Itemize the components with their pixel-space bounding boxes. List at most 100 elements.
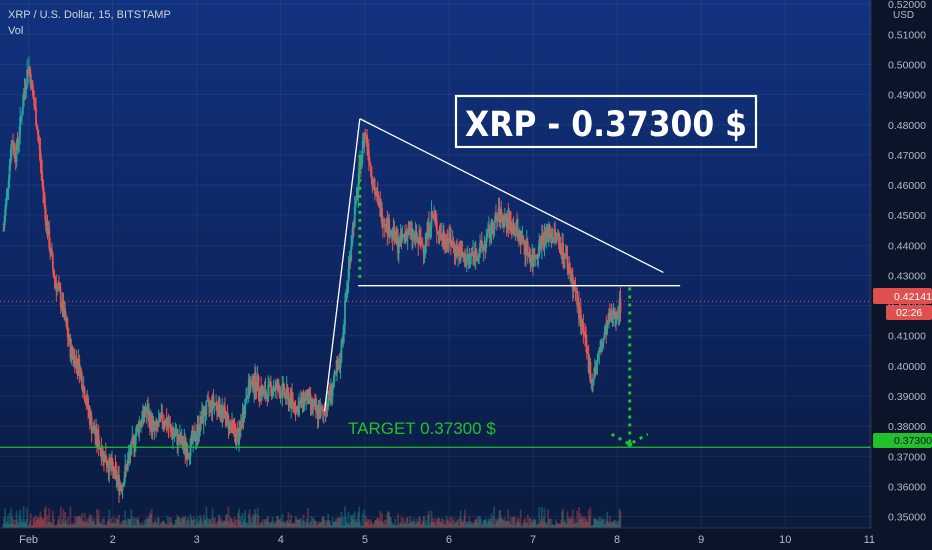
volume-bar: [576, 510, 579, 528]
volume-bar: [236, 519, 239, 528]
candle-body: [465, 264, 467, 267]
volume-bar: [73, 525, 75, 528]
volume-bar: [523, 519, 526, 528]
candle-body: [101, 456, 104, 459]
candle-body: [494, 215, 496, 223]
volume-bar: [88, 517, 90, 528]
candle-body: [554, 229, 556, 234]
price-tick-label: 0.48000: [888, 120, 926, 132]
volume-bar: [314, 520, 317, 528]
candle-body: [424, 243, 427, 249]
volume-bar: [367, 520, 370, 528]
candle-body: [7, 180, 10, 189]
volume-bar: [49, 522, 52, 528]
volume-bar: [225, 513, 228, 528]
candle-body: [261, 388, 264, 395]
volume-bar: [376, 518, 379, 528]
volume-bar: [186, 516, 189, 528]
volume-bar: [485, 518, 488, 528]
volume-bar: [138, 522, 141, 528]
volume-bar: [209, 518, 212, 528]
candle-body: [325, 403, 328, 415]
volume-bar: [136, 519, 139, 528]
candle-body: [579, 308, 582, 327]
volume-bar: [142, 525, 145, 528]
volume-bar: [194, 525, 196, 528]
candle-body: [468, 254, 471, 258]
volume-bar: [81, 512, 83, 528]
volume-bar: [444, 525, 447, 528]
volume-bar: [614, 519, 617, 528]
volume-bar: [327, 513, 330, 528]
candle-body: [619, 298, 622, 313]
volume-bar: [316, 522, 319, 528]
volume-bar: [95, 523, 97, 528]
volume-bar: [607, 521, 609, 528]
volume-bar: [489, 518, 492, 528]
volume-bar: [323, 519, 326, 528]
candle-body: [34, 106, 37, 108]
volume-bar: [325, 521, 328, 528]
volume-bar: [31, 524, 34, 528]
volume-bar: [341, 525, 344, 528]
volume-bar: [40, 516, 43, 528]
volume-bar: [141, 524, 144, 528]
volume-bar: [114, 523, 117, 528]
volume-bar: [190, 516, 193, 528]
volume-bar: [575, 523, 578, 528]
candle-body: [615, 316, 618, 321]
candle-body: [319, 407, 322, 419]
volume-bar: [293, 523, 296, 528]
volume-bar: [533, 520, 536, 528]
candle-body: [538, 240, 541, 256]
volume-bar: [200, 517, 203, 528]
volume-bar: [292, 524, 294, 528]
volume-bar: [484, 520, 487, 528]
candle-body: [138, 422, 141, 433]
volume-bar: [51, 524, 53, 528]
volume-bar: [492, 517, 495, 528]
volume-bar: [27, 525, 29, 528]
price-axis-panel[interactable]: [871, 0, 932, 550]
price-tick-label: 0.51000: [888, 29, 926, 41]
countdown-value: 02:26: [896, 307, 922, 319]
volume-bar: [110, 518, 112, 528]
volume-bar: [194, 519, 197, 528]
candle-body: [285, 387, 288, 399]
volume-bar: [503, 517, 506, 528]
volume-bar: [70, 525, 73, 528]
volume-bar: [238, 508, 240, 528]
volume-bar: [606, 511, 609, 528]
candle-body: [504, 215, 507, 220]
volume-bar: [226, 520, 229, 528]
volume-bar: [164, 523, 167, 528]
volume-bar: [212, 517, 215, 528]
volume-bar: [437, 517, 440, 528]
volume-bar: [594, 518, 597, 528]
volume-bar: [28, 521, 31, 528]
candle-body: [291, 392, 293, 399]
volume-bar: [239, 516, 242, 528]
candle-body: [283, 383, 285, 395]
volume-bar: [348, 525, 351, 528]
volume-bar: [246, 525, 249, 528]
volume-bar: [455, 522, 458, 528]
candle-body: [199, 416, 202, 433]
volume-bar: [39, 511, 42, 528]
candle-body: [29, 73, 32, 88]
volume-bar: [464, 509, 466, 528]
volume-bar: [571, 509, 574, 528]
volume-bar: [107, 519, 110, 528]
volume-bar: [215, 525, 218, 528]
candle-body: [216, 403, 218, 410]
volume-bar: [368, 525, 371, 528]
volume-bar: [533, 518, 535, 528]
volume-bar: [305, 522, 308, 528]
volume-bars: [2, 506, 622, 528]
volume-bar: [499, 509, 502, 528]
time-axis-panel[interactable]: [0, 528, 932, 550]
volume-bar: [539, 522, 541, 528]
candle-body: [39, 149, 42, 163]
candle-body: [323, 411, 326, 414]
